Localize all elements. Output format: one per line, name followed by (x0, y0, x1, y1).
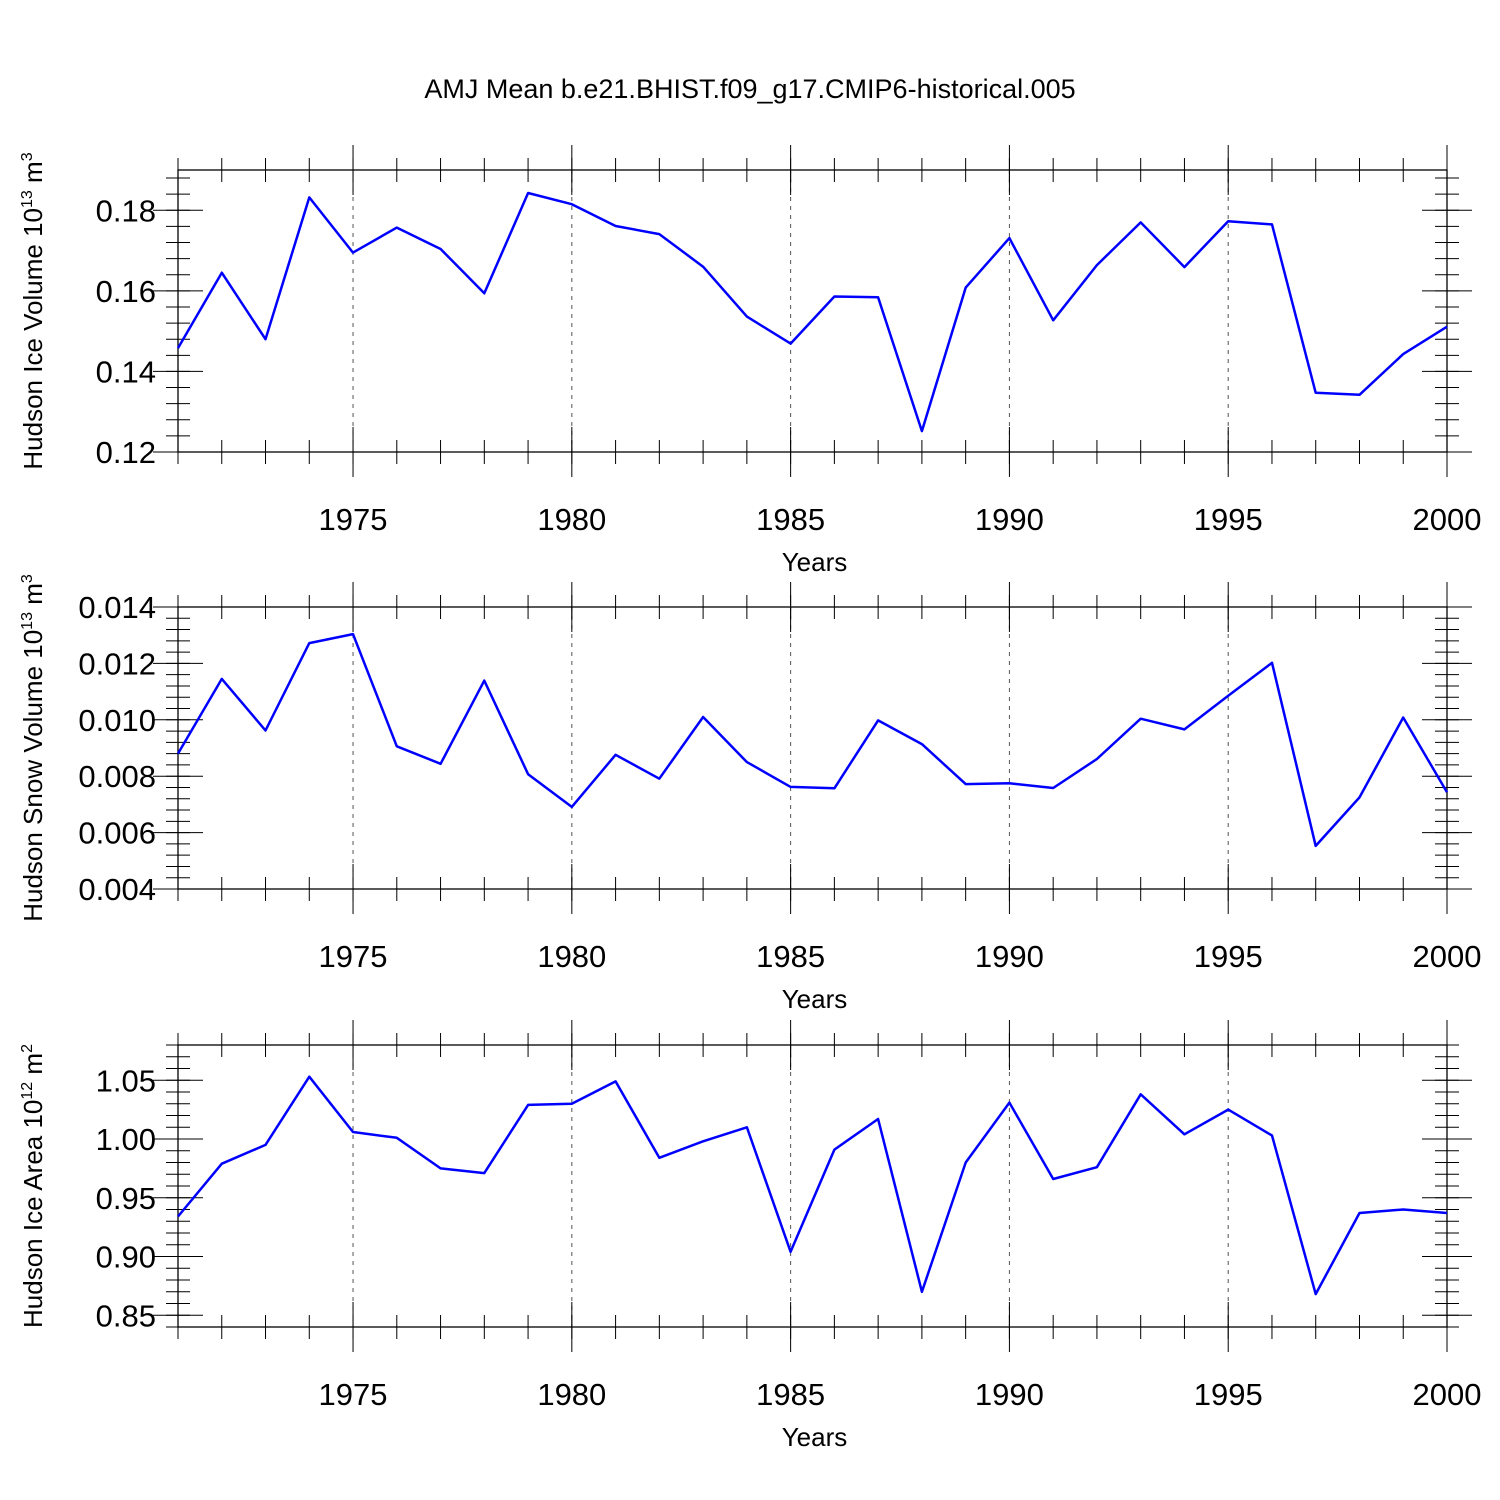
x-tick-label: 1990 (975, 502, 1044, 537)
plot-frame (177, 169, 1448, 453)
y-axis-label-text: Hudson Ice Area 10 (18, 1100, 48, 1328)
panels: 0.12 0.14 0.16 0.18 1975 1980 1985 1990 1995 2000… (18, 145, 1481, 1452)
chart-panel-3: 0.85 0.90 0.95 1.00 1.05 1975 1980 1985 1990 1995… (18, 1020, 1481, 1452)
y-axis-label-unit: m (18, 1053, 48, 1082)
x-tick-label: 1975 (319, 939, 388, 974)
y-axis-label-text: Hudson Snow Volume 10 (18, 630, 48, 922)
x-axis-label: Years (782, 984, 848, 1014)
y-tick-label: 0.006 (78, 816, 156, 851)
y-axis-label-unit-exponent: 2 (19, 1044, 36, 1053)
y-tick-label: 0.16 (96, 274, 156, 309)
x-tick-label: 1995 (1194, 1377, 1263, 1412)
x-tick-label: 1985 (756, 939, 825, 974)
series-line (176, 632, 1449, 848)
y-tick-label: 0.014 (78, 590, 156, 625)
x-tick-label: 2000 (1413, 1377, 1482, 1412)
x-tick-label: 1995 (1194, 502, 1263, 537)
x-axis-label: Years (782, 1422, 848, 1452)
plot-frame (177, 1044, 1448, 1328)
y-tick-label: 0.004 (78, 872, 156, 907)
y-tick-label: 0.010 (78, 703, 156, 738)
y-tick-label: 1.05 (96, 1063, 156, 1098)
plot-frame (177, 606, 1448, 890)
y-axis-label-exponent: 12 (19, 1082, 36, 1100)
x-tick-label: 2000 (1413, 502, 1482, 537)
y-axis-label: Hudson Snow Volume 1013 m3 (18, 574, 48, 922)
y-axis-label-unit-exponent: 3 (19, 152, 36, 161)
y-axis-label-exponent: 13 (19, 190, 36, 208)
y-tick-label: 0.18 (96, 193, 156, 228)
y-axis-label-text: Hudson Ice Volume 10 (18, 208, 48, 470)
y-axis-label-unit: m (18, 583, 48, 612)
x-tick-label: 1980 (537, 502, 606, 537)
x-tick-label: 1985 (756, 1377, 825, 1412)
x-tick-label: 1990 (975, 1377, 1044, 1412)
y-tick-label: 0.008 (78, 759, 156, 794)
y-tick-label: 0.14 (96, 354, 156, 389)
y-axis-label: Hudson Ice Volume 1013 m3 (18, 152, 48, 469)
x-tick-label: 1995 (1194, 939, 1263, 974)
series-line (176, 191, 1448, 433)
x-tick-label: 1980 (537, 939, 606, 974)
y-axis-label: Hudson Ice Area 1012 m2 (18, 1044, 48, 1328)
x-axis-label: Years (782, 547, 848, 577)
x-tick-label: 1985 (756, 502, 825, 537)
y-tick-label: 0.90 (96, 1240, 156, 1275)
x-tick-label: 1975 (319, 1377, 388, 1412)
y-axis-label-unit: m (18, 161, 48, 190)
y-tick-label: 0.85 (96, 1298, 156, 1333)
y-tick-label: 1.00 (96, 1122, 156, 1157)
x-tick-label: 1975 (319, 502, 388, 537)
figure-title: AMJ Mean b.e21.BHIST.f09_g17.CMIP6-histo… (424, 74, 1075, 104)
y-axis-label-unit-exponent: 3 (19, 574, 36, 583)
y-tick-label: 0.95 (96, 1181, 156, 1216)
chart-panel-1: 0.12 0.14 0.16 0.18 1975 1980 1985 1990 1995 2000… (18, 145, 1481, 577)
series-line (177, 1075, 1448, 1296)
y-tick-label: 0.012 (78, 646, 156, 681)
x-tick-label: 1980 (537, 1377, 606, 1412)
x-tick-label: 1990 (975, 939, 1044, 974)
y-tick-label: 0.12 (96, 435, 156, 470)
chart-panel-2: 0.004 0.006 0.008 0.010 0.012 0.014 1975 1980 19… (18, 574, 1481, 1014)
y-axis-label-exponent: 13 (19, 612, 36, 630)
x-tick-label: 2000 (1413, 939, 1482, 974)
